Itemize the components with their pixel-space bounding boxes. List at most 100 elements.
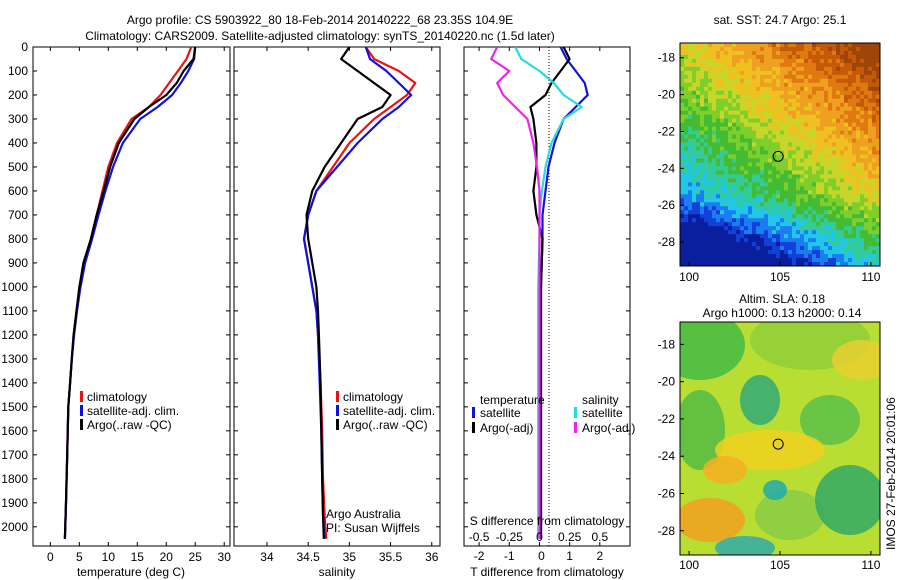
sst-cell: [768, 58, 773, 64]
sst-cell: [820, 78, 825, 84]
sst-cell: [840, 146, 845, 151]
sst-cell: [772, 58, 777, 64]
sst-cell: [796, 102, 801, 108]
sst-cell: [816, 46, 821, 52]
sst-cell: [704, 242, 709, 247]
sst-cell: [808, 158, 813, 163]
sst-cell: [832, 58, 837, 64]
sst-cell: [872, 90, 877, 96]
sst-cell: [692, 214, 697, 219]
sst-cell: [728, 134, 733, 139]
sst-cell: [848, 74, 853, 80]
sst-cell: [680, 138, 685, 143]
sst-cell: [856, 154, 861, 159]
sst-cell: [804, 242, 809, 247]
sla-contour: [680, 390, 725, 470]
y-tick-label: 300: [8, 112, 28, 126]
sst-cell: [804, 138, 809, 143]
sst-cell: [868, 70, 873, 76]
sst-cell: [768, 102, 773, 108]
sst-cell: [840, 98, 845, 104]
sst-cell: [748, 238, 753, 243]
sst-cell: [800, 246, 805, 251]
sst-cell: [684, 114, 689, 120]
sst-cell: [708, 114, 713, 120]
sst-cell: [732, 186, 737, 191]
sst-cell: [816, 166, 821, 171]
sst-cell: [748, 43, 753, 48]
sst-cell: [680, 134, 685, 139]
sst-cell: [836, 198, 841, 203]
sst-cell: [804, 43, 809, 48]
sst-cell: [760, 182, 765, 187]
sst-cell: [792, 98, 797, 104]
sst-cell: [840, 122, 845, 128]
sst-cell: [824, 194, 829, 199]
sst-cell: [876, 174, 880, 179]
sst-cell: [700, 162, 705, 167]
sst-cell: [704, 90, 709, 96]
sst-cell: [780, 190, 785, 195]
sst-cell: [788, 138, 793, 143]
sst-cell: [788, 250, 793, 255]
sst-cell: [824, 166, 829, 171]
sst-cell: [688, 54, 693, 60]
sst-cell: [748, 198, 753, 203]
sst-cell: [772, 182, 777, 187]
sst-cell: [852, 70, 857, 76]
sst-cell: [872, 210, 877, 215]
sst-cell: [756, 90, 761, 96]
sst-cell: [760, 254, 765, 259]
sst-cell: [780, 142, 785, 147]
x-tick-label: 34: [260, 550, 274, 564]
sst-cell: [808, 66, 813, 72]
sst-cell: [748, 78, 753, 84]
sst-cell: [808, 102, 813, 108]
sst-cell: [840, 126, 845, 132]
sst-cell: [844, 74, 849, 80]
sst-cell: [792, 182, 797, 187]
sst-cell: [772, 90, 777, 96]
sst-cell: [688, 58, 693, 64]
sst-cell: [724, 122, 729, 128]
sst-cell: [852, 146, 857, 151]
sst-cell: [700, 210, 705, 215]
sst-cell: [800, 214, 805, 219]
sst-cell: [752, 126, 757, 132]
sst-cell: [840, 246, 845, 251]
sst-cell: [816, 242, 821, 247]
sst-cell: [816, 206, 821, 211]
sst-cell: [736, 138, 741, 143]
sst-cell: [720, 174, 725, 179]
sst-cell: [724, 238, 729, 243]
sst-cell: [680, 178, 685, 183]
sst-cell: [680, 242, 685, 247]
sst-cell: [740, 154, 745, 159]
sst-cell: [772, 43, 777, 48]
sst-cell: [848, 142, 853, 147]
sst-cell: [716, 214, 721, 219]
sst-cell: [856, 258, 861, 263]
sst-cell: [800, 130, 805, 135]
sst-cell: [848, 126, 853, 132]
sst-cell: [700, 154, 705, 159]
sst-cell: [696, 58, 701, 64]
sst-cell: [696, 86, 701, 92]
sst-cell: [736, 206, 741, 211]
sst-cell: [764, 214, 769, 219]
sst-cell: [812, 166, 817, 171]
sst-cell: [856, 238, 861, 243]
sst-cell: [728, 130, 733, 135]
sst-cell: [688, 214, 693, 219]
series-line-s-satellite: [514, 47, 583, 539]
sst-cell: [836, 230, 841, 235]
sst-cell: [792, 250, 797, 255]
sst-cell: [828, 43, 833, 48]
sst-cell: [768, 158, 773, 163]
sst-cell: [860, 50, 865, 56]
sst-cell: [836, 258, 841, 263]
sst-cell: [868, 58, 873, 64]
sst-cell: [728, 74, 733, 80]
sla-contour: [755, 490, 825, 540]
sst-cell: [692, 218, 697, 223]
